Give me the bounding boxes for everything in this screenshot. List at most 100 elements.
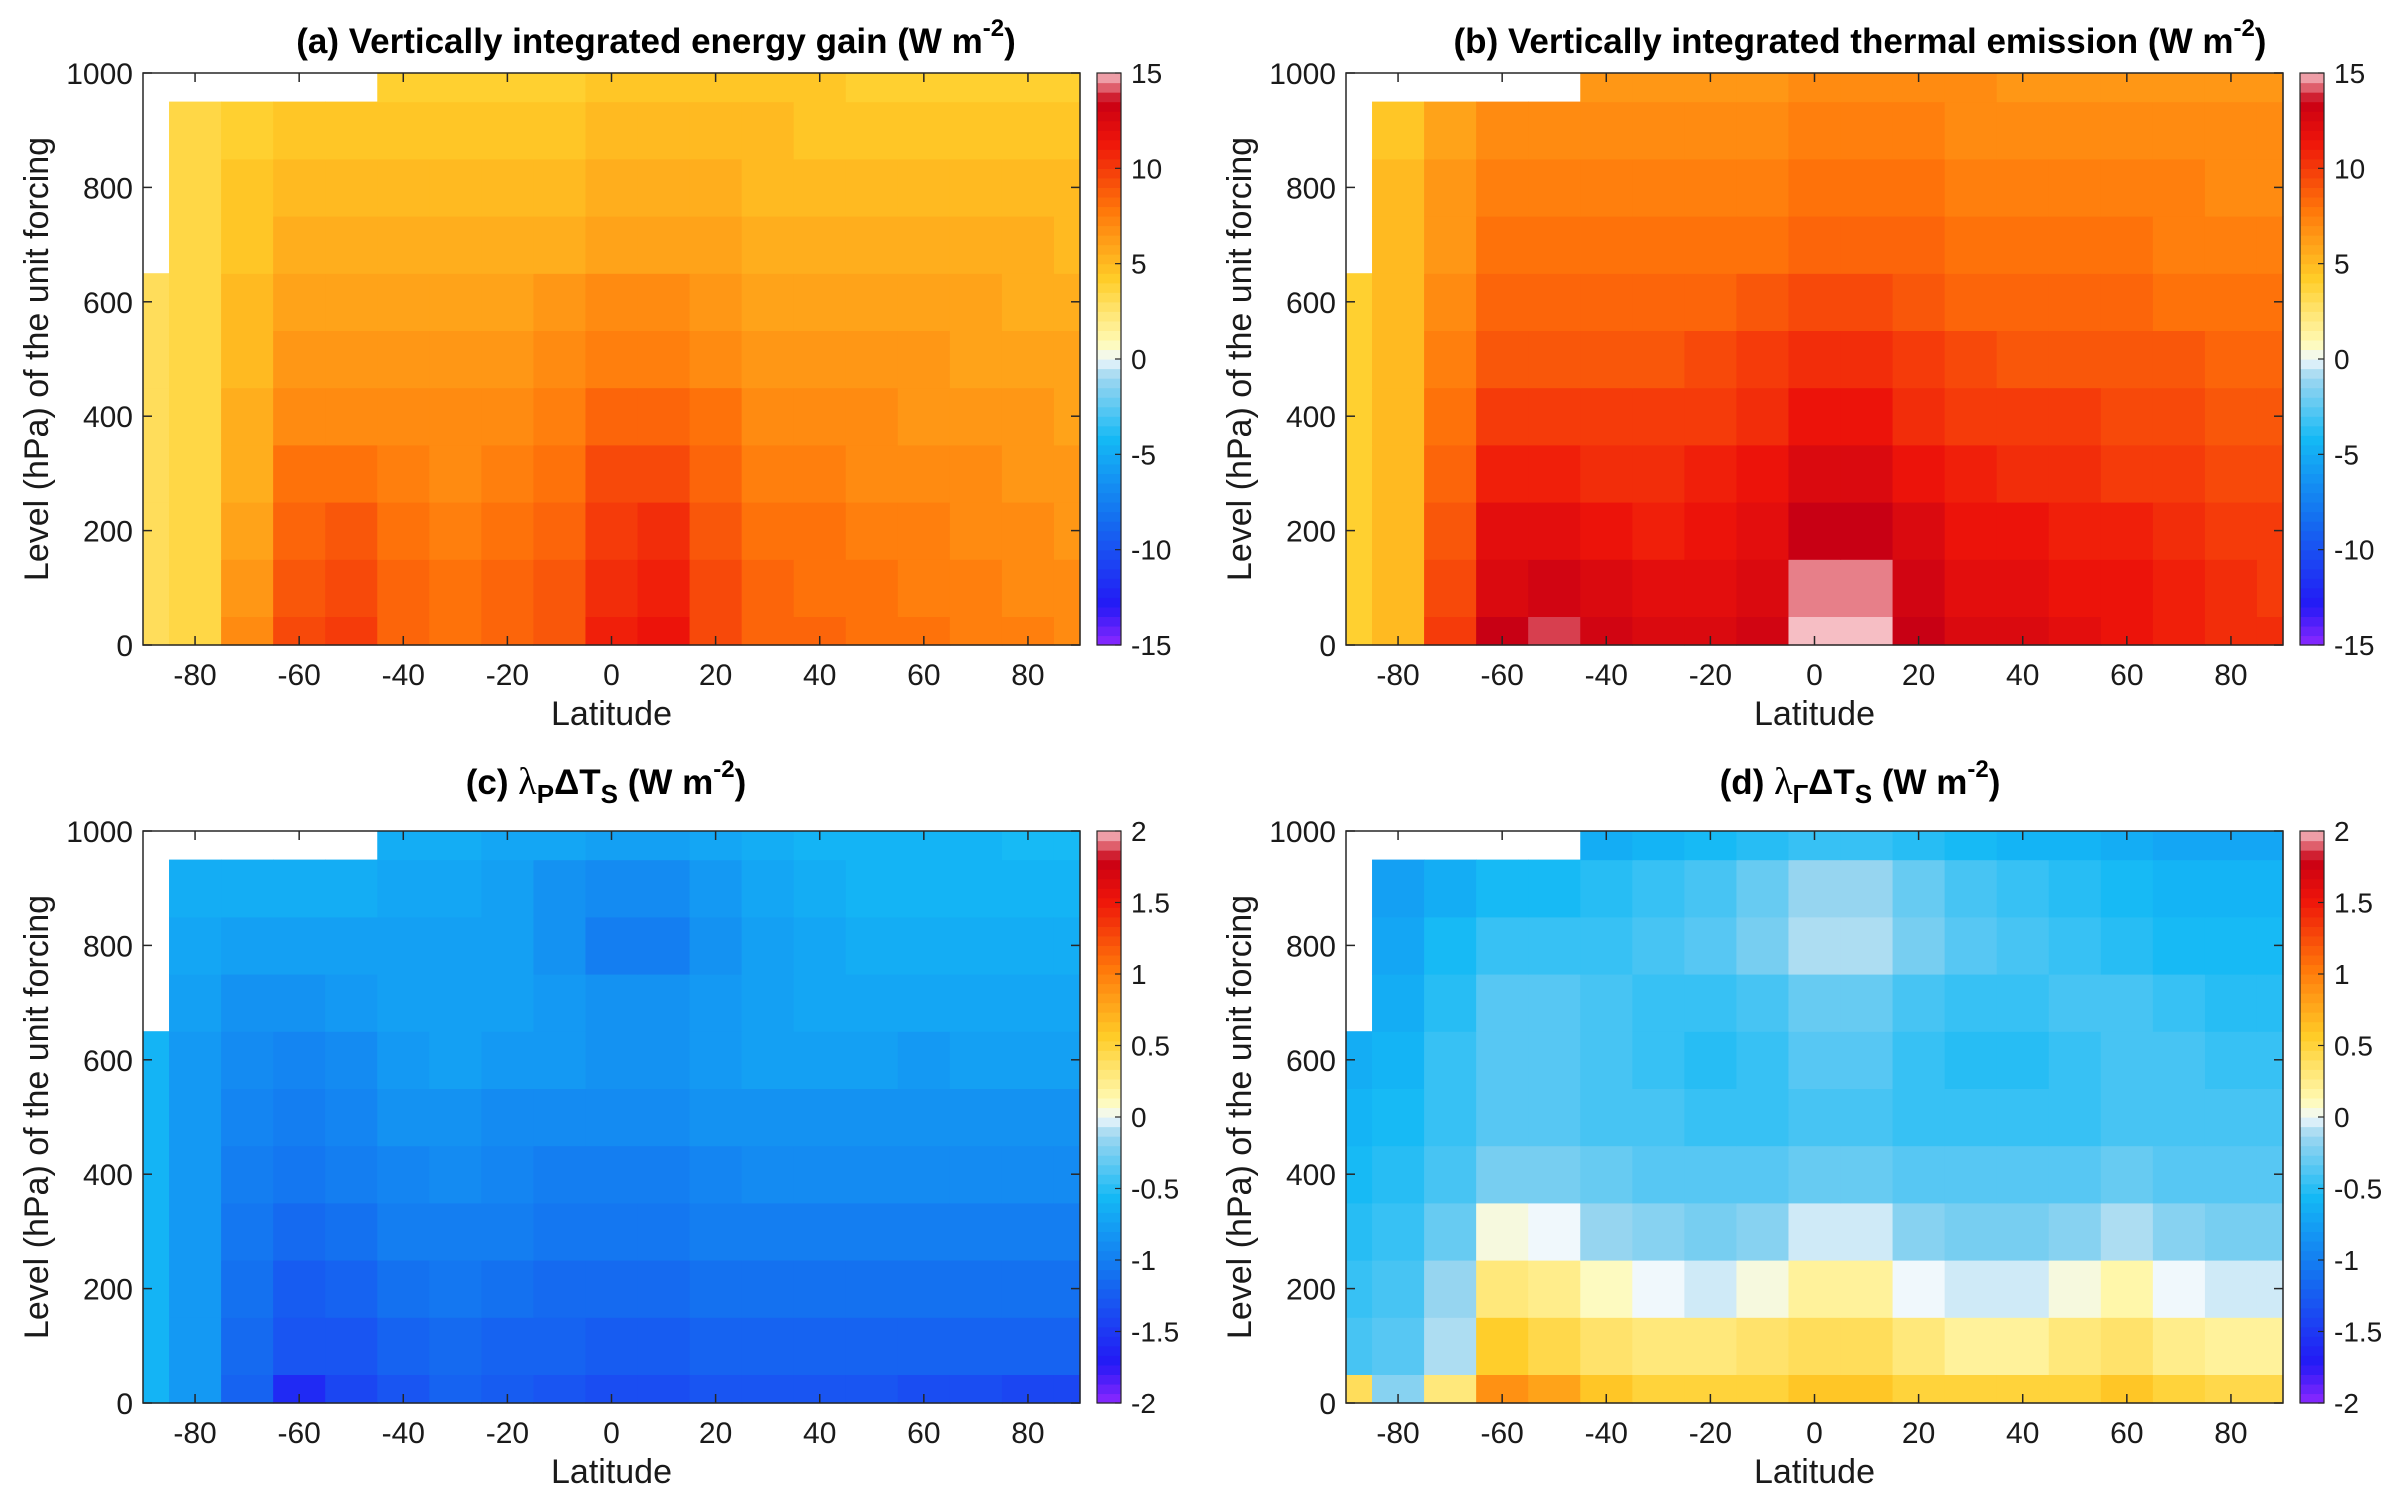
heatmap-cell <box>897 559 951 617</box>
colorbar-segment <box>1097 1250 1121 1261</box>
heatmap-cell <box>2204 1317 2258 1375</box>
heatmap-cell <box>585 216 639 274</box>
heatmap-cell <box>585 1202 639 1261</box>
colorbar-tick-label: -0.5 <box>2334 1174 2382 1205</box>
heatmap-cell <box>273 1260 326 1318</box>
heatmap-cell <box>689 444 743 503</box>
heatmap-cell <box>585 1260 639 1318</box>
heatmap-cell <box>2152 1145 2206 1204</box>
heatmap-cell <box>481 273 535 331</box>
heatmap-cell <box>1632 158 1685 217</box>
colorbar-segment <box>2300 1326 2324 1337</box>
heatmap-cell <box>949 859 1003 918</box>
heatmap-cell <box>2048 616 2102 646</box>
heatmap-cell <box>1053 1374 1081 1404</box>
heatmap-cell <box>1944 444 1998 503</box>
heatmap-cell <box>1053 974 1081 1032</box>
heatmap-cell <box>1788 158 1842 217</box>
heatmap-cell <box>143 1088 170 1147</box>
heatmap-cell <box>325 1260 378 1318</box>
colorbar-segment <box>2300 301 2324 312</box>
heatmap-cell <box>481 1260 535 1318</box>
heatmap-cell <box>169 1145 222 1204</box>
heatmap-cell <box>2204 158 2258 217</box>
heatmap-cell <box>1996 1317 2050 1375</box>
heatmap-cell <box>1736 559 1790 617</box>
heatmap-cell <box>325 101 378 160</box>
heatmap-cell <box>845 1374 899 1404</box>
panel-title-c-suffix: ) <box>734 763 747 802</box>
colorbar-segment <box>2300 1221 2324 1232</box>
heatmap-cell <box>377 916 430 975</box>
y-tick-label: 800 <box>1286 172 1336 205</box>
heatmap-cell <box>1996 974 2050 1032</box>
heatmap-cell <box>845 273 899 331</box>
heatmap-cell <box>1788 1202 1842 1261</box>
x-axis-label: Latitude <box>551 1453 672 1491</box>
y-tick-label: 1000 <box>1269 816 1336 849</box>
heatmap-cell <box>2100 330 2154 389</box>
heatmap-cell <box>793 1317 847 1375</box>
heatmap-cell <box>1944 974 1998 1032</box>
heatmap-cell <box>1996 1202 2050 1261</box>
heatmap-cell <box>845 101 899 160</box>
heatmap-cell <box>221 1202 274 1261</box>
colorbar-segment <box>1097 206 1121 217</box>
heatmap-cell <box>1476 859 1529 918</box>
colorbar-segment <box>1097 1145 1121 1156</box>
heatmap-cell <box>1580 387 1633 446</box>
heatmap-cell <box>897 101 951 160</box>
colorbar-tick-label: -2 <box>1131 1388 1156 1419</box>
heatmap-cell <box>1372 216 1425 274</box>
heatmap-cell <box>377 1260 430 1318</box>
heatmap-cell <box>1580 1145 1633 1204</box>
heatmap-cell <box>169 273 222 331</box>
colorbar-segment <box>1097 397 1121 408</box>
heatmap-cell <box>845 1145 899 1204</box>
heatmap-cell <box>377 1088 430 1147</box>
heatmap-cell <box>2048 387 2102 446</box>
colorbar-tick-label: 0 <box>1131 344 1147 375</box>
heatmap-cell <box>1528 1260 1581 1318</box>
colorbar-segment <box>2300 1260 2324 1271</box>
heatmap-cell <box>481 859 535 918</box>
colorbar-segment <box>1097 1136 1121 1147</box>
heatmap-cell <box>845 330 899 389</box>
heatmap-cell <box>2204 444 2258 503</box>
colorbar-segment <box>1097 368 1121 379</box>
heatmap-cell <box>2204 1031 2258 1089</box>
heatmap-cell <box>143 1374 170 1404</box>
colorbar-segment <box>1097 945 1121 956</box>
heatmap-cell <box>793 974 847 1032</box>
x-tick-label: -60 <box>277 1417 320 1450</box>
colorbar-segment <box>2300 1059 2324 1070</box>
heatmap-cell <box>1580 502 1633 560</box>
heatmap-cell <box>1996 330 2050 389</box>
heatmap-cell <box>1788 273 1842 331</box>
colorbar-segment <box>1097 244 1121 255</box>
x-tick-label: 20 <box>1902 1417 1935 1450</box>
heatmap-cell <box>429 1260 482 1318</box>
heatmap-cell <box>533 831 587 861</box>
heatmap-c <box>143 831 1081 1404</box>
x-tick-label: 0 <box>1806 659 1823 692</box>
heatmap-cell <box>1736 273 1790 331</box>
heatmap-cell <box>221 1374 274 1404</box>
heatmap-cell <box>1632 616 1685 646</box>
heatmap-cell <box>1346 1088 1373 1147</box>
colorbar-segment <box>1097 1345 1121 1356</box>
heatmap-cell <box>1788 1317 1842 1375</box>
heatmap-cell <box>1424 916 1477 975</box>
heatmap-cell <box>1840 616 1894 646</box>
heatmap-cell <box>1528 158 1581 217</box>
heatmap-cell <box>273 387 326 446</box>
colorbar-segment <box>1097 406 1121 417</box>
heatmap-cell <box>2100 1031 2154 1089</box>
heatmap-cell <box>793 1088 847 1147</box>
colorbar-tick-label: 15 <box>2334 58 2365 89</box>
heatmap-cell <box>1840 859 1894 918</box>
heatmap-cell <box>1580 158 1633 217</box>
heatmap-cell <box>481 1317 535 1375</box>
heatmap-cell <box>377 444 430 503</box>
panel-title-b-suffix: ) <box>2254 22 2267 61</box>
